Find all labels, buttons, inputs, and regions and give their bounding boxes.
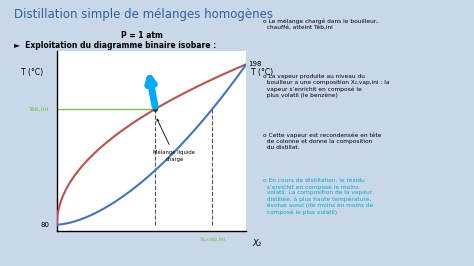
Text: ►  Exploitation du diagramme binaire isobare :: ► Exploitation du diagramme binaire isob… (14, 41, 217, 50)
Text: o Cette vapeur est recondensée en tête
  de colonne et donne la composition
  du: o Cette vapeur est recondensée en tête d… (263, 133, 382, 150)
Text: P = 1 atm: P = 1 atm (121, 31, 163, 40)
Text: Téb,ini: Téb,ini (29, 106, 49, 111)
Text: T (°C): T (°C) (251, 68, 273, 77)
Text: o En cours de distillation, le résidu
  s’enrichit en composé le moins
  volatil: o En cours de distillation, le résidu s’… (263, 178, 374, 215)
Text: 198: 198 (248, 61, 262, 67)
Text: o Le mélange chargé dans le bouilleur,
  chauffé, atteint Téb,ini: o Le mélange chargé dans le bouilleur, c… (263, 19, 378, 30)
Text: Distillation simple de mélanges homogènes: Distillation simple de mélanges homogène… (14, 8, 273, 21)
Text: X₂,vap,ini: X₂,vap,ini (200, 237, 226, 242)
Text: Mélange liquide
chargé: Mélange liquide chargé (154, 119, 195, 162)
Text: o La vapeur produite au niveau du
  bouilleur a une composition X₂,vap,ini : la
: o La vapeur produite au niveau du bouill… (263, 74, 390, 98)
Text: T (°C): T (°C) (21, 68, 43, 77)
Text: X₂: X₂ (252, 239, 261, 248)
Text: 80: 80 (40, 222, 49, 228)
